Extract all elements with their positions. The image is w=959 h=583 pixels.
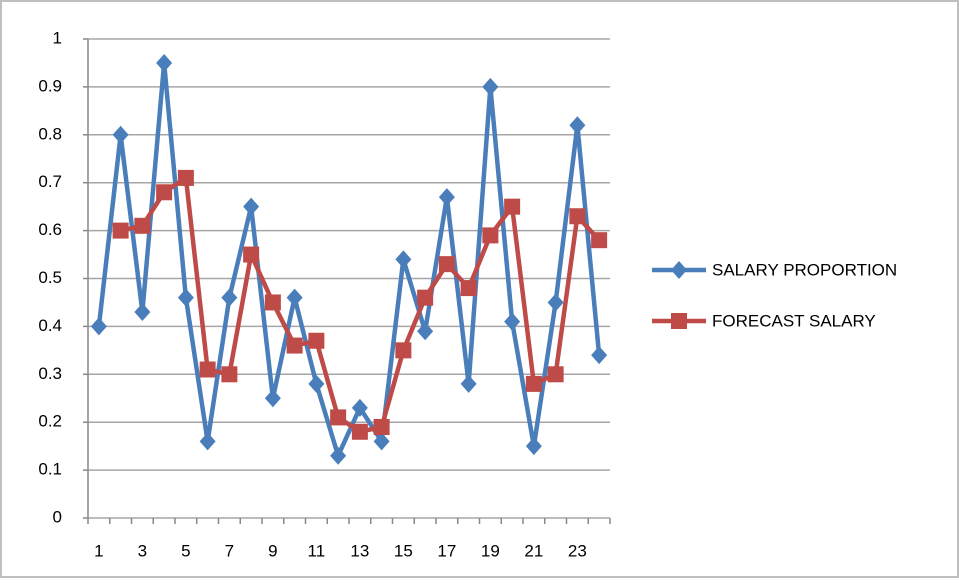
x-tick-label: 17 xyxy=(437,541,456,560)
data-point xyxy=(308,332,325,349)
data-point xyxy=(351,398,368,417)
x-tick-label: 7 xyxy=(225,541,234,560)
y-tick-label: 0.9 xyxy=(38,76,62,95)
data-point xyxy=(547,293,564,312)
data-point xyxy=(330,446,347,465)
data-point xyxy=(460,280,477,297)
x-tick-label: 19 xyxy=(481,541,500,560)
data-point xyxy=(134,217,151,234)
data-point xyxy=(90,317,107,336)
legend-marker xyxy=(671,261,687,279)
data-point xyxy=(504,312,521,331)
data-point xyxy=(438,188,455,207)
data-point xyxy=(395,342,412,359)
y-tick-label: 0.2 xyxy=(38,412,62,431)
y-tick-label: 0.3 xyxy=(38,364,62,383)
data-point xyxy=(417,322,434,341)
y-tick-label: 0.8 xyxy=(38,124,62,143)
data-point xyxy=(199,361,216,378)
data-point xyxy=(286,288,303,307)
y-tick-label: 0.1 xyxy=(38,460,62,479)
data-point xyxy=(482,77,499,96)
data-point xyxy=(569,208,586,225)
data-point xyxy=(221,366,238,383)
legend-marker xyxy=(671,313,687,329)
data-point xyxy=(112,222,129,239)
data-point xyxy=(525,375,542,392)
x-tick-label: 5 xyxy=(181,541,190,560)
data-point xyxy=(243,246,260,263)
data-point xyxy=(591,232,608,249)
data-point xyxy=(373,432,390,451)
data-point xyxy=(569,116,586,135)
data-point xyxy=(134,303,151,322)
data-point xyxy=(177,169,194,186)
data-point xyxy=(438,256,455,273)
data-point xyxy=(525,437,542,456)
y-tick-label: 1 xyxy=(53,28,62,47)
data-point xyxy=(460,374,477,393)
data-point xyxy=(395,250,412,269)
data-point xyxy=(243,197,260,216)
data-point xyxy=(482,227,499,244)
x-tick-label: 13 xyxy=(350,541,369,560)
data-point xyxy=(286,337,303,354)
data-point xyxy=(547,366,564,383)
x-tick-label: 21 xyxy=(524,541,543,560)
data-point xyxy=(264,294,281,311)
legend-label: SALARY PROPORTION xyxy=(712,260,897,279)
data-point xyxy=(264,389,281,408)
legend-label: FORECAST SALARY xyxy=(712,311,876,330)
x-tick-label: 1 xyxy=(94,541,103,560)
data-point xyxy=(199,432,216,451)
data-point xyxy=(156,184,173,201)
x-tick-label: 11 xyxy=(308,541,326,560)
data-point xyxy=(330,409,347,426)
data-point xyxy=(417,289,434,306)
y-tick-label: 0.7 xyxy=(38,172,62,191)
x-tick-label: 3 xyxy=(138,541,147,560)
data-point xyxy=(373,418,390,435)
data-point xyxy=(221,288,238,307)
series-line xyxy=(96,60,602,458)
data-point xyxy=(351,423,368,440)
data-point xyxy=(112,125,129,144)
data-point xyxy=(308,374,325,393)
data-point xyxy=(177,288,194,307)
x-tick-label: 9 xyxy=(268,541,277,560)
y-tick-label: 0.5 xyxy=(38,268,62,287)
data-point xyxy=(504,198,521,215)
x-tick-label: 15 xyxy=(394,541,413,560)
data-point xyxy=(156,53,173,72)
data-point xyxy=(591,346,608,365)
x-tick-label: 23 xyxy=(568,541,587,560)
y-tick-label: 0 xyxy=(53,507,62,526)
y-tick-label: 0.6 xyxy=(38,220,62,239)
y-tick-label: 0.4 xyxy=(38,316,62,335)
